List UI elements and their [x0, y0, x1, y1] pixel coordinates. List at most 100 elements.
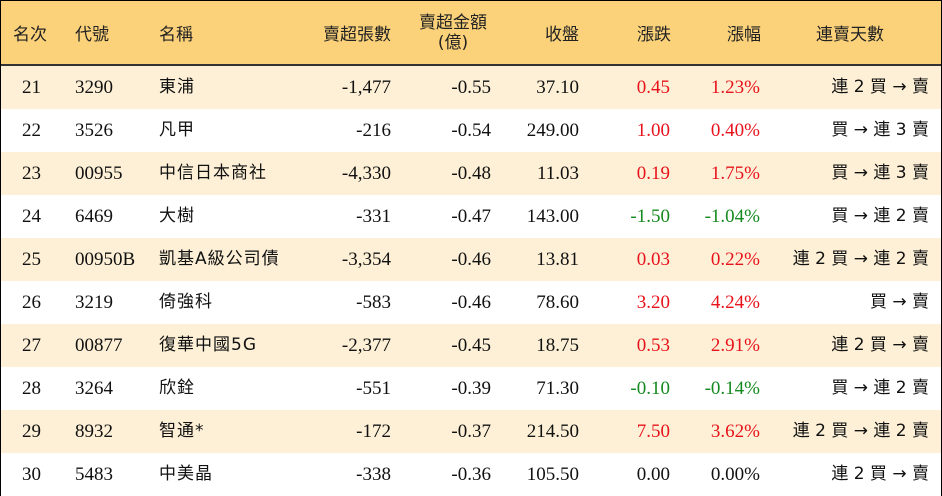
cell-net-sell-amount: -0.54 — [451, 120, 491, 141]
cell-name: 中美晶 — [159, 464, 213, 484]
header-change-pct: 漲幅 — [727, 25, 761, 45]
cell-net-sell-lots: -3,354 — [341, 249, 391, 270]
cell-change-pct: 3.62% — [710, 421, 760, 442]
cell-net-sell-amount: -0.36 — [451, 464, 491, 485]
cell-change-pct: -1.04% — [704, 206, 760, 227]
cell-rank: 27 — [22, 335, 41, 356]
cell-name: 大樹 — [159, 206, 195, 226]
cell-change: 0.53 — [636, 335, 670, 356]
cell-rank: 26 — [22, 292, 41, 313]
cell-close: 78.60 — [536, 292, 579, 313]
header-net-sell-amount-line2: (億) — [437, 32, 469, 53]
cell-change: 0.19 — [636, 163, 670, 184]
table-row: 26 3219 倚強科 -583 -0.46 78.60 3.20 4.24% 買 → 賣 — [1, 281, 941, 324]
cell-rank: 24 — [22, 206, 41, 227]
cell-change-pct: 1.23% — [710, 77, 760, 98]
cell-code: 5483 — [75, 464, 113, 485]
cell-change: 7.50 — [636, 421, 670, 442]
table-row: 30 5483 中美晶 -338 -0.36 105.50 0.00 0.00% 連 2 買 →… — [1, 453, 941, 496]
cell-net-sell-lots: -172 — [356, 421, 391, 442]
header-code: 代號 — [75, 25, 109, 45]
cell-change-pct: 0.40% — [710, 120, 760, 141]
cell-close: 105.50 — [526, 464, 579, 485]
cell-streak: 買 → 連 2 賣 — [831, 378, 929, 398]
cell-code: 3264 — [75, 378, 113, 399]
cell-net-sell-lots: -1,477 — [341, 77, 391, 98]
cell-name: 復華中國5G — [159, 335, 257, 355]
table-header: 名次 代號 名稱 賣超張數 賣超金額 (億) 收盤 漲跌 漲幅 連賣天數 — [1, 1, 941, 66]
cell-streak: 連 2 買 → 連 2 賣 — [792, 421, 929, 441]
cell-close: 11.03 — [536, 163, 579, 184]
cell-code: 3526 — [75, 120, 113, 141]
table-row: 21 3290 東浦 -1,477 -0.55 37.10 0.45 1.23% 連 2 買 →… — [1, 66, 941, 109]
cell-name: 欣銓 — [159, 378, 195, 398]
cell-streak: 連 2 買 → 賣 — [831, 464, 929, 484]
cell-close: 13.81 — [536, 249, 579, 270]
cell-change-pct: 1.75% — [710, 163, 760, 184]
cell-code: 3290 — [75, 77, 113, 98]
cell-net-sell-lots: -216 — [356, 120, 391, 141]
header-net-sell-amount: 賣超金額 (億) — [413, 1, 493, 64]
cell-close: 18.75 — [536, 335, 579, 356]
cell-change: 0.00 — [636, 464, 670, 485]
cell-net-sell-lots: -583 — [356, 292, 391, 313]
cell-change: 1.00 — [636, 120, 670, 141]
cell-change-pct: -0.14% — [704, 378, 760, 399]
cell-close: 249.00 — [526, 120, 579, 141]
cell-name: 倚強科 — [159, 292, 213, 312]
cell-code: 00955 — [75, 163, 123, 184]
cell-rank: 28 — [22, 378, 41, 399]
table-row: 23 00955 中信日本商社 -4,330 -0.48 11.03 0.19 1.75% 買 … — [1, 152, 941, 195]
cell-close: 71.30 — [536, 378, 579, 399]
cell-rank: 23 — [22, 163, 41, 184]
cell-net-sell-lots: -2,377 — [341, 335, 391, 356]
cell-net-sell-amount: -0.45 — [451, 335, 491, 356]
cell-streak: 買 → 連 3 賣 — [831, 163, 929, 183]
cell-streak: 連 2 買 → 賣 — [831, 335, 929, 355]
cell-name: 智通* — [159, 421, 205, 441]
cell-name: 凡甲 — [159, 120, 195, 140]
table-row: 22 3526 凡甲 -216 -0.54 249.00 1.00 0.40% 買 → 連 3 … — [1, 109, 941, 152]
cell-streak: 買 → 連 2 賣 — [831, 206, 929, 226]
cell-change: -1.50 — [630, 206, 670, 227]
cell-net-sell-amount: -0.37 — [451, 421, 491, 442]
cell-change-pct: 4.24% — [710, 292, 760, 313]
cell-rank: 21 — [22, 77, 41, 98]
cell-net-sell-amount: -0.39 — [451, 378, 491, 399]
table-row: 25 00950B 凱基A級公司債 -3,354 -0.46 13.81 0.03 0.22%… — [1, 238, 941, 281]
cell-change: 3.20 — [636, 292, 670, 313]
cell-close: 214.50 — [526, 421, 579, 442]
cell-code: 6469 — [75, 206, 113, 227]
cell-name: 東浦 — [159, 77, 195, 97]
cell-net-sell-amount: -0.48 — [451, 163, 491, 184]
cell-change: 0.45 — [636, 77, 670, 98]
cell-net-sell-amount: -0.46 — [451, 292, 491, 313]
header-rank: 名次 — [13, 25, 47, 45]
table-row: 24 6469 大樹 -331 -0.47 143.00 -1.50 -1.04% 買 → 連 … — [1, 195, 941, 238]
cell-code: 3219 — [75, 292, 113, 313]
cell-net-sell-amount: -0.46 — [451, 249, 491, 270]
cell-change-pct: 0.00% — [710, 464, 760, 485]
cell-streak: 連 2 買 → 連 2 賣 — [792, 249, 929, 269]
cell-net-sell-lots: -4,330 — [341, 163, 391, 184]
header-net-sell-amount-line1: 賣超金額 — [419, 12, 487, 33]
cell-net-sell-lots: -331 — [356, 206, 391, 227]
cell-code: 8932 — [75, 421, 113, 442]
cell-change: 0.03 — [636, 249, 670, 270]
cell-code: 00950B — [75, 249, 136, 270]
cell-net-sell-amount: -0.47 — [451, 206, 491, 227]
cell-close: 143.00 — [526, 206, 579, 227]
cell-net-sell-amount: -0.55 — [451, 77, 491, 98]
cell-change-pct: 2.91% — [710, 335, 760, 356]
table-row: 28 3264 欣銓 -551 -0.39 71.30 -0.10 -0.14% 買 → 連 2… — [1, 367, 941, 410]
table-row: 27 00877 復華中國5G -2,377 -0.45 18.75 0.53 2.91% 連 … — [1, 324, 941, 367]
cell-streak: 買 → 連 3 賣 — [831, 120, 929, 140]
header-name: 名稱 — [159, 25, 193, 45]
cell-name: 中信日本商社 — [159, 163, 267, 183]
header-net-sell-lots: 賣超張數 — [323, 25, 391, 45]
cell-rank: 29 — [22, 421, 41, 442]
cell-rank: 22 — [22, 120, 41, 141]
header-change: 漲跌 — [637, 25, 671, 45]
header-close: 收盤 — [545, 25, 579, 45]
